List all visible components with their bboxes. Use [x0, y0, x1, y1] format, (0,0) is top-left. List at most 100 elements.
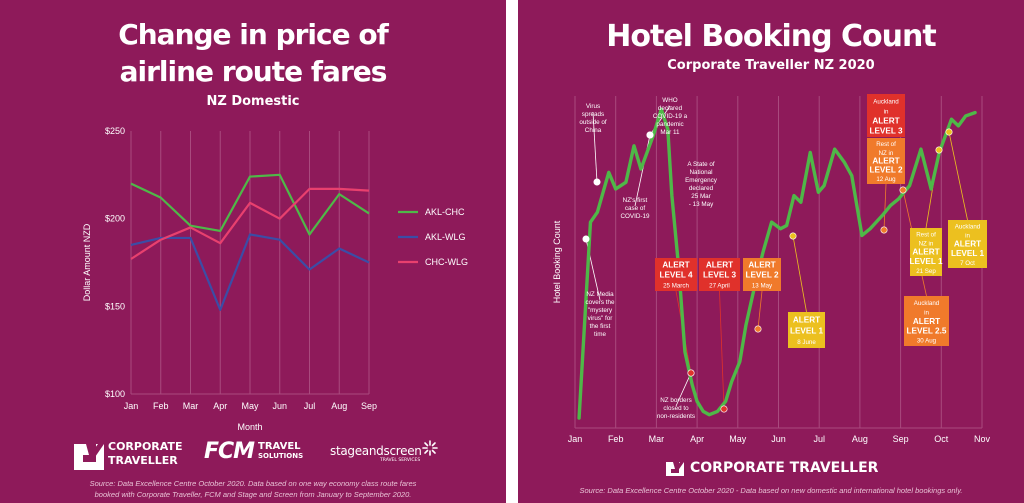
x-tick-label: Aug [331, 401, 347, 411]
alert-level-text: 21 Sep [916, 268, 936, 275]
annotation-leader-line [675, 372, 692, 407]
alert-level-text: LEVEL 2.5 [907, 326, 947, 335]
alert-level-text: LEVEL 1 [909, 257, 943, 266]
alert-level-text: NZ in [919, 241, 934, 248]
annotation-leader-line [757, 290, 763, 330]
event-annotation-text: non-residents [657, 413, 695, 420]
alert-level-text: ALERT [706, 261, 733, 270]
hotel-source-note: Source: Data Excellence Centre October 2… [579, 486, 963, 495]
corporate-traveller-mark-icon [74, 444, 104, 470]
airfare-source-line-1: Source: Data Excellence Centre October 2… [89, 479, 417, 488]
alert-level-text: 30 Aug [917, 338, 937, 345]
fcm-logo-sub-1: TRAVEL [258, 441, 301, 452]
alert-level-text: 27 April [709, 283, 730, 290]
event-marker [880, 226, 888, 234]
fcm-logo-main: FCM [204, 439, 255, 464]
alert-level-text: LEVEL 3 [703, 271, 737, 280]
stageandscreen-logo: stageandscreen TRAVEL SERVICES [330, 440, 440, 470]
annotation-leader-line [792, 235, 807, 313]
annotation-leader-line [948, 131, 968, 221]
y-tick-label: $200 [105, 214, 125, 224]
hotel-infographic-panel: Hotel Booking Count Corporate Traveller … [518, 0, 1024, 503]
x-axis-title: Month [237, 422, 262, 432]
stageandscreen-logo-main: stageandscreen [330, 444, 422, 458]
event-marker [789, 232, 797, 240]
x-tick-label: May [241, 401, 259, 411]
fcm-travel-solutions-logo: FCM TRAVEL SOLUTIONS [204, 438, 314, 470]
airfare-source-line-2: booked with Corporate Traveller, FCM and… [94, 490, 412, 499]
legend-label: AKL-CHC [425, 207, 465, 217]
alert-level-text: Auckland [914, 300, 940, 307]
alert-level-text: Rest of [916, 232, 936, 239]
event-marker [899, 186, 907, 194]
event-annotation-text: time [594, 331, 606, 338]
corporate-traveller-logo: CORPORATE TRAVELLER [74, 438, 182, 470]
y-tick-label: $250 [105, 126, 125, 136]
airfare-infographic-panel: Change in price of airline route fares N… [0, 0, 506, 503]
alert-level-box [910, 228, 942, 276]
starburst-icon [422, 440, 438, 456]
x-tick-label: Jun [771, 434, 786, 444]
event-marker [646, 131, 654, 139]
y-tick-label: $150 [105, 301, 125, 311]
x-tick-label: Jul [813, 434, 825, 444]
x-tick-label: Mar [649, 434, 665, 444]
alert-level-text: 8 June [797, 339, 816, 346]
alert-level-text: LEVEL 2 [869, 165, 903, 174]
x-tick-label: May [729, 434, 747, 444]
y-axis-title: Dollar Amount NZD [82, 223, 92, 301]
event-annotation-text: Mar 11 [660, 129, 680, 136]
series-line-akl-chc [130, 173, 370, 236]
airfare-subtitle: NZ Domestic [206, 94, 300, 109]
event-marker [754, 325, 762, 333]
event-annotation-text: NZ Media [586, 291, 614, 298]
alert-level-text: ALERT [913, 317, 940, 326]
fcm-logo-sub-2: SOLUTIONS [258, 452, 304, 460]
alert-level-text: LEVEL 3 [869, 127, 903, 136]
y-axis-title: Hotel Booking Count [552, 220, 562, 303]
corporate-traveller-footer-text: CORPORATE TRAVELLER [690, 460, 879, 476]
x-tick-label: Jun [272, 401, 287, 411]
event-annotation-text: spreads [582, 111, 604, 118]
x-tick-label: Oct [934, 434, 949, 444]
hotel-subtitle: Corporate Traveller NZ 2020 [667, 58, 875, 73]
event-annotation-text: Emergency [685, 177, 718, 184]
annotation-leader-line [719, 290, 725, 410]
x-tick-label: Aug [852, 434, 868, 444]
event-marker [945, 128, 953, 136]
corporate-traveller-footer-logo: CORPORATE TRAVELLER [666, 459, 896, 479]
x-tick-label: Mar [183, 401, 199, 411]
event-marker [687, 369, 695, 377]
event-annotation-text: declared [689, 185, 714, 192]
airfare-source-note: Source: Data Excellence Centre October 2… [40, 478, 466, 500]
alert-level-text: 7 Oct [960, 260, 975, 267]
event-annotation-text: pandemic [656, 121, 683, 128]
corporate-traveller-mark-icon [666, 462, 684, 476]
event-annotation-text: outside of [579, 119, 607, 126]
event-annotation-text: case of [625, 205, 646, 212]
alert-level-text: ALERT [872, 157, 899, 166]
event-annotation-text: "mystery [588, 307, 613, 314]
series-line-akl-wlg [130, 233, 370, 311]
event-annotation-text: closed to [663, 405, 689, 412]
event-annotation-text: National [689, 169, 712, 176]
alert-level-box [655, 258, 697, 291]
alert-level-text: 12 Aug [876, 176, 896, 183]
event-marker [593, 178, 601, 186]
event-annotation-text: NZ's first [623, 197, 648, 204]
x-tick-label: Jan [124, 401, 139, 411]
event-annotation-text: COVID-19 a [653, 113, 688, 120]
alert-level-box [788, 312, 825, 348]
alert-level-text: Auckland [955, 224, 981, 231]
airfare-line-chart: Jan Feb Mar Apr May Jun Jul Aug Sep $100 $150 $200 $… [82, 126, 468, 432]
x-tick-label: Apr [213, 401, 227, 411]
alert-level-text: in [924, 309, 929, 316]
alert-level-text: ALERT [662, 261, 689, 270]
alert-level-text: Auckland [873, 99, 899, 106]
x-tick-label: Jan [568, 434, 583, 444]
event-marker [582, 235, 590, 243]
event-annotation-text: Virus [586, 103, 600, 110]
corporate-logo-line-2: TRAVELLER [108, 454, 178, 467]
event-annotation-text: virus" for [588, 315, 613, 322]
airfare-title-line-1: Change in price of [118, 18, 389, 51]
